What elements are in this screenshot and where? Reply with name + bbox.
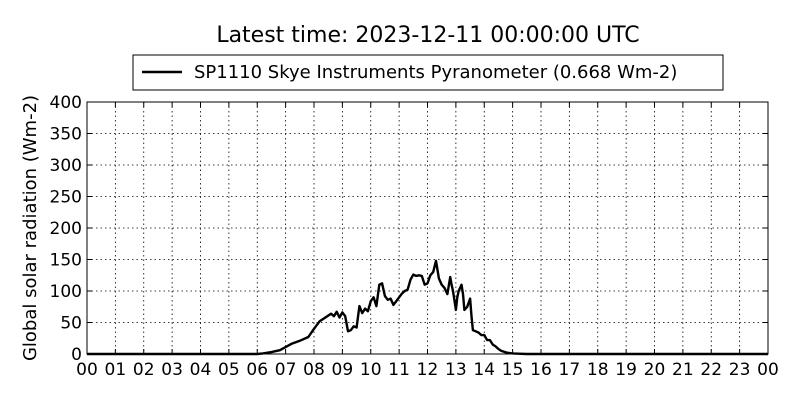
- x-tick-label: 15: [502, 360, 524, 380]
- y-tick-label: 300: [50, 156, 82, 176]
- y-tick-label: 350: [50, 125, 82, 145]
- x-tick-label: 07: [275, 360, 297, 380]
- x-tick-label: 12: [417, 360, 439, 380]
- y-axis-label: Global solar radiation (Wm-2): [20, 95, 41, 361]
- x-tick-label: 02: [133, 360, 155, 380]
- x-tick-label: 18: [587, 360, 609, 380]
- x-tick-label: 21: [672, 360, 694, 380]
- x-tick-label: 00: [76, 360, 98, 380]
- legend-box: [132, 54, 724, 91]
- x-tick-label: 03: [161, 360, 183, 380]
- x-tick-label: 00: [757, 360, 779, 380]
- x-tick-label: 09: [332, 360, 354, 380]
- x-tick-label: 14: [473, 360, 495, 380]
- y-tick-label: 150: [50, 251, 82, 271]
- x-tick-label: 10: [360, 360, 382, 380]
- x-tick-label: 13: [445, 360, 467, 380]
- chart-title: Latest time: 2023-12-11 00:00:00 UTC: [216, 23, 639, 48]
- x-tick-label: 04: [190, 360, 212, 380]
- x-tick-label: 06: [246, 360, 268, 380]
- plot-frame: [86, 101, 769, 355]
- y-tick-label: 50: [60, 314, 82, 334]
- x-tick-label: 22: [700, 360, 722, 380]
- x-tick-label: 20: [644, 360, 666, 380]
- series-line: [87, 259, 768, 356]
- legend-label: SP1110 Skye Instruments Pyranometer (0.6…: [194, 62, 677, 83]
- y-tick-label: 100: [50, 282, 82, 302]
- x-tick-label: 11: [388, 360, 410, 380]
- x-tick-label: 17: [559, 360, 581, 380]
- x-tick-label: 01: [105, 360, 127, 380]
- x-tick-label: 16: [530, 360, 552, 380]
- x-tick-label: 23: [729, 360, 751, 380]
- y-tick-label: 250: [50, 188, 82, 208]
- x-tick-label: 08: [303, 360, 325, 380]
- y-axis-ticks: 0 50 100 150 200 250 300 350 400: [50, 93, 768, 365]
- grid-lines: [87, 102, 768, 354]
- y-tick-label: 400: [50, 93, 82, 113]
- x-axis-ticks: 00 01 02 03 04 05 06 07 08 09 10 11 12 13 14 15 16 17 18 19…: [76, 102, 779, 380]
- y-tick-label: 200: [50, 219, 82, 239]
- x-tick-label: 19: [615, 360, 637, 380]
- legend: SP1110 Skye Instruments Pyranometer (0.6…: [132, 54, 724, 91]
- x-tick-label: 05: [218, 360, 240, 380]
- y-tick-label: 0: [71, 345, 82, 365]
